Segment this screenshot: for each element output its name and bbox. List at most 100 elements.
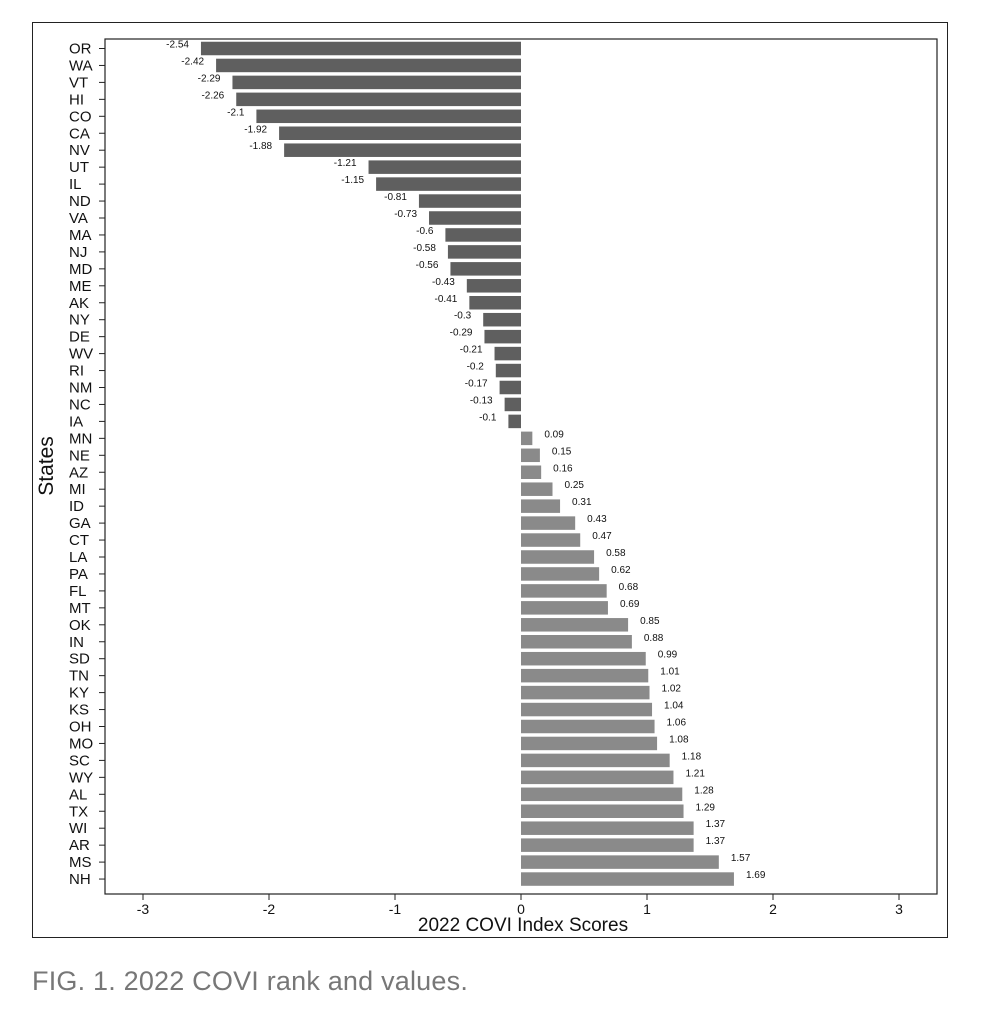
value-label-ri: -0.2 (467, 362, 485, 373)
value-label-oh: 1.06 (667, 718, 687, 729)
state-label-id: ID (69, 498, 84, 515)
state-label-hi: HI (69, 91, 84, 108)
state-label-nh: NH (69, 871, 91, 888)
state-label-md: MD (69, 261, 92, 278)
x-tick-label: -3 (137, 901, 150, 917)
x-tick-label: 2 (769, 901, 777, 917)
value-label-pa: 0.62 (611, 565, 631, 576)
state-label-in: IN (69, 634, 84, 651)
bar-in (521, 635, 632, 649)
state-label-va: VA (69, 210, 88, 227)
value-label-nd: -0.81 (384, 192, 407, 203)
bar-pa (521, 567, 600, 581)
bar-va (429, 211, 521, 225)
value-label-la: 0.58 (606, 548, 626, 559)
bar-wa (216, 58, 521, 73)
value-label-ks: 1.04 (664, 701, 684, 712)
bar-mt (521, 601, 608, 615)
value-label-id: 0.31 (572, 497, 592, 508)
value-label-nv: -1.88 (249, 141, 272, 152)
bar-wv (494, 346, 521, 361)
bar-tx (521, 804, 684, 818)
bar-md (450, 262, 521, 276)
state-labels-group: ORWAVTHICOCANVUTILNDVAMANJMDMEAKNYDEWVRI… (69, 41, 105, 888)
value-label-nj: -0.58 (413, 243, 436, 254)
bar-nh (521, 872, 734, 886)
value-label-nm: -0.17 (465, 379, 488, 390)
state-label-wy: WY (69, 769, 93, 786)
state-label-ne: NE (69, 447, 90, 464)
value-label-fl: 0.68 (619, 582, 639, 593)
figure-caption: FIG. 1. 2022 COVI rank and values. (32, 966, 469, 996)
value-label-wa: -2.42 (181, 56, 204, 67)
bar-wy (521, 770, 674, 785)
bars-group: -2.54 -2.42 -2.29 -2.26-2.1 -1.92 -1.88 -1.21 -… (166, 40, 766, 886)
state-label-ms: MS (69, 854, 92, 871)
x-axis-title: 2022 COVI Index Scores (418, 915, 628, 936)
state-label-tx: TX (69, 803, 88, 820)
state-label-az: AZ (69, 464, 88, 481)
state-label-or: OR (69, 41, 92, 58)
value-label-il: -1.15 (341, 175, 364, 186)
bar-ak (469, 296, 521, 310)
state-label-oh: OH (69, 719, 92, 736)
bar-wi (521, 821, 694, 835)
bar-tn (521, 668, 649, 683)
value-label-me: -0.43 (432, 277, 455, 288)
state-label-vt: VT (69, 74, 88, 91)
state-label-ct: CT (69, 532, 89, 549)
value-label-mt: 0.69 (620, 599, 640, 610)
bar-or (200, 41, 521, 56)
state-label-nv: NV (69, 142, 90, 159)
bar-mo (521, 736, 658, 751)
bar-ny (483, 312, 521, 327)
state-label-wi: WI (69, 820, 87, 837)
bar-me (466, 279, 521, 293)
bar-id (521, 499, 561, 513)
value-label-nc: -0.13 (470, 395, 493, 406)
value-label-mn: 0.09 (544, 429, 564, 440)
state-label-sc: SC (69, 752, 90, 769)
state-label-mi: MI (69, 481, 86, 498)
bar-ms (521, 855, 719, 869)
value-label-ia: -0.1 (479, 412, 497, 423)
x-tick-label: 0 (517, 901, 525, 917)
x-tick-label: -1 (389, 901, 402, 917)
bar-ca (279, 126, 521, 140)
value-label-ma: -0.6 (416, 226, 434, 237)
value-label-tn: 1.01 (660, 667, 680, 678)
state-label-pa: PA (69, 566, 88, 583)
bar-sc (521, 753, 670, 768)
state-label-ny: NY (69, 312, 90, 329)
x-tick-label: 1 (643, 901, 651, 917)
value-label-wi: 1.37 (706, 819, 726, 830)
bar-mi (521, 482, 553, 496)
value-label-hi: -2.26 (201, 90, 224, 101)
value-label-co: -2.1 (227, 107, 245, 118)
value-label-ga: 0.43 (587, 514, 607, 525)
bar-ar (521, 838, 694, 852)
bar-sd (521, 651, 646, 666)
y-axis-title: States (35, 436, 58, 496)
value-label-ms: 1.57 (731, 853, 751, 864)
state-label-nd: ND (69, 193, 91, 210)
state-label-ok: OK (69, 617, 91, 634)
state-label-nm: NM (69, 380, 92, 397)
bar-de (484, 329, 521, 344)
state-label-ia: IA (69, 413, 83, 430)
value-label-ok: 0.85 (640, 616, 660, 627)
state-label-ar: AR (69, 837, 90, 854)
value-label-ak: -0.41 (435, 294, 458, 305)
value-label-va: -0.73 (394, 209, 417, 220)
value-label-mo: 1.08 (669, 734, 689, 745)
value-label-tx: 1.29 (696, 802, 716, 813)
bar-fl (521, 584, 607, 598)
value-label-ky: 1.02 (662, 684, 682, 695)
value-label-ut: -1.21 (334, 158, 357, 169)
state-label-nc: NC (69, 396, 91, 413)
bar-nd (418, 194, 521, 208)
state-label-me: ME (69, 278, 92, 295)
state-label-wa: WA (69, 57, 93, 74)
bar-ks (521, 702, 653, 717)
bar-ga (521, 516, 576, 530)
